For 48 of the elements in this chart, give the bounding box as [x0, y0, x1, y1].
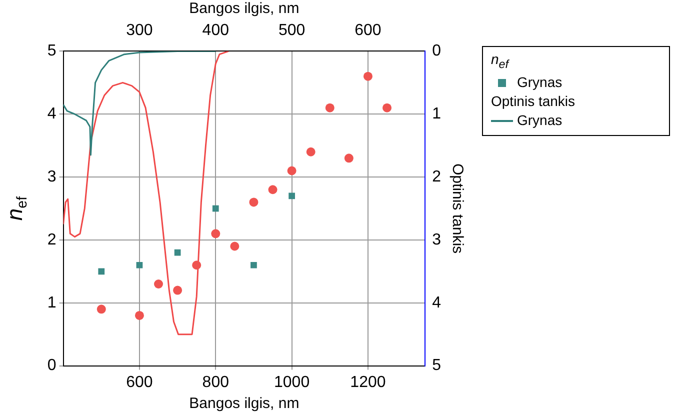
point [250, 262, 257, 268]
y-tick-label: 2 [47, 231, 56, 248]
y2-axis-title: Optinis tankis [448, 163, 466, 254]
y-tick-label: 1 [47, 294, 56, 312]
y2-tick-label: 4 [432, 294, 442, 312]
y-tick-label: 0 [47, 357, 56, 374]
point [363, 72, 372, 81]
y2-tick-label: 0 [432, 42, 442, 60]
x2-tick-label: 300 [126, 22, 153, 40]
x-tick-label: 600 [126, 374, 153, 391]
x-tick-label: 1000 [274, 374, 310, 391]
x-tick-label: 1200 [350, 374, 386, 391]
y2-tick-label: 3 [432, 231, 442, 248]
point [306, 147, 316, 156]
x2-axis-title: Bangos ilgis, nm [189, 0, 300, 18]
point [154, 280, 164, 289]
y-tick-label: 3 [47, 168, 56, 186]
point [249, 198, 258, 207]
y2-tick-label: 1 [432, 106, 442, 123]
point [230, 242, 240, 251]
legend-label: Grynas [517, 74, 562, 90]
point [211, 229, 220, 238]
point [192, 260, 202, 270]
point [134, 310, 144, 320]
x2-tick-label: 600 [354, 22, 382, 40]
point [268, 185, 278, 194]
point [98, 268, 105, 275]
legend-label: Grynas [517, 112, 562, 128]
point [288, 192, 295, 200]
point [344, 154, 354, 163]
x-tick-label: 800 [202, 374, 230, 391]
point [382, 103, 392, 112]
legend-title: n$_{ef}$ [491, 51, 510, 71]
point [325, 103, 334, 112]
point [212, 205, 219, 212]
text: Optinis tankis [491, 92, 576, 109]
y2-tick-label: 2 [432, 168, 442, 186]
point [287, 166, 296, 176]
x2-tick-label: 400 [202, 22, 230, 40]
y-tick-label: 5 [47, 42, 56, 60]
y2-tick-label: 5 [432, 357, 442, 374]
point [173, 286, 182, 295]
y-axis-title: nef [2, 196, 31, 221]
x-axis-title: Bangos ilgis, nm [189, 395, 300, 412]
y-tick-label: 4 [47, 106, 56, 123]
x2-tick-label: 500 [278, 22, 306, 40]
point [136, 262, 143, 268]
point [96, 304, 106, 314]
